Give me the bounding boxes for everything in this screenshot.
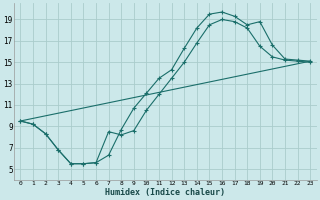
X-axis label: Humidex (Indice chaleur): Humidex (Indice chaleur) — [105, 188, 225, 197]
